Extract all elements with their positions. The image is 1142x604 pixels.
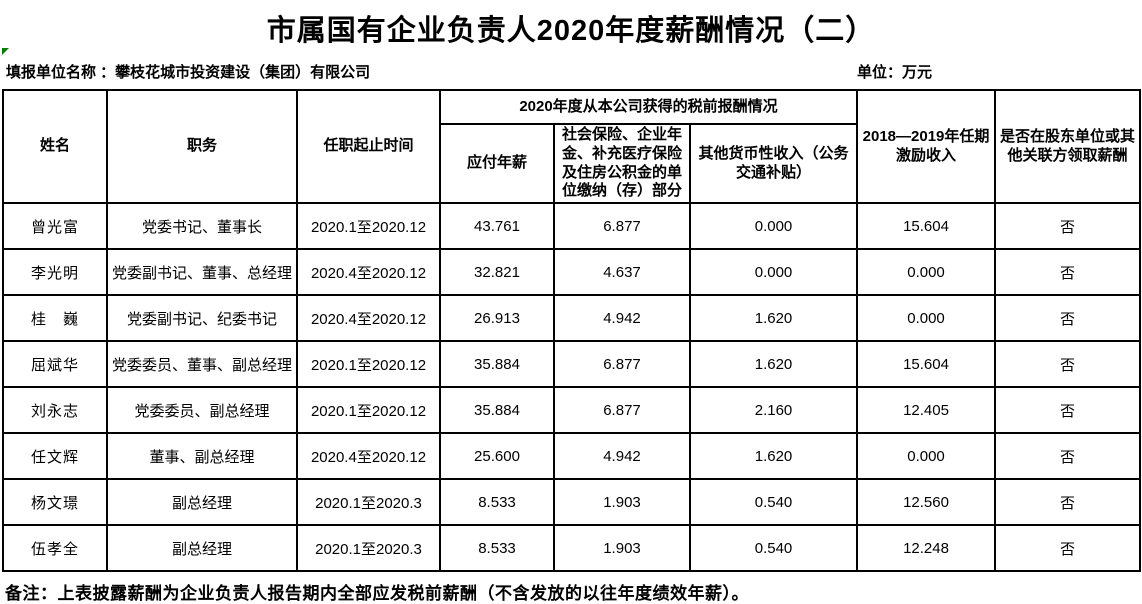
cell-other-party-pay: 否 [994,524,1142,572]
cell-social-insurance: 6.877 [553,340,691,388]
col-header-position: 职务 [106,89,298,204]
col-header-name: 姓名 [2,89,108,204]
salary-table: 姓名 职务 任职起止时间 2020年度从本公司获得的税前报酬情况 2018—20… [2,89,1142,572]
cell-position: 党委委员、副总经理 [106,386,298,434]
cell-term: 2020.1至2020.12 [296,386,441,434]
cell-other-party-pay: 否 [994,248,1142,296]
cell-flag-icon [2,48,9,55]
cell-incentive: 15.604 [856,340,997,388]
cell-social-insurance: 1.903 [553,478,691,526]
cell-term: 2020.1至2020.12 [296,202,441,250]
cell-incentive: 0.000 [856,294,997,342]
cell-payable-salary: 8.533 [439,478,555,526]
cell-incentive: 15.604 [856,202,997,250]
info-row: 填报单位名称 ：攀枝花城市投资建设（集团）有限公司 单位：万元 [6,61,1142,82]
cell-other-cash: 2.160 [688,386,859,434]
table-row: 伍孝全 副总经理 2020.1至2020.3 8.533 1.903 0.540… [2,524,1142,572]
cell-incentive: 12.248 [856,524,997,572]
cell-term: 2020.4至2020.12 [296,248,441,296]
cell-name: 任文辉 [2,432,108,480]
cell-other-party-pay: 否 [994,478,1142,526]
table-row: 刘永志 党委委员、副总经理 2020.1至2020.12 35.884 6.87… [2,386,1142,434]
cell-other-cash: 1.620 [688,340,859,388]
cell-name: 曾光富 [2,202,108,250]
cell-social-insurance: 6.877 [553,386,691,434]
cell-other-party-pay: 否 [994,432,1142,480]
cell-other-cash: 1.620 [688,294,859,342]
cell-incentive: 0.000 [856,248,997,296]
cell-term: 2020.1至2020.3 [296,524,441,572]
cell-payable-salary: 32.821 [439,248,555,296]
cell-payable-salary: 35.884 [439,386,555,434]
cell-position: 党委书记、董事长 [106,202,298,250]
cell-position: 副总经理 [106,524,298,572]
cell-position: 董事、副总经理 [106,432,298,480]
cell-payable-salary: 26.913 [439,294,555,342]
cell-name: 刘永志 [2,386,108,434]
cell-other-cash: 0.000 [688,248,859,296]
cell-payable-salary: 35.884 [439,340,555,388]
cell-other-party-pay: 否 [994,202,1142,250]
cell-other-cash: 0.540 [688,478,859,526]
cell-name: 杨文璟 [2,478,108,526]
table-row: 李光明 党委副书记、董事、总经理 2020.4至2020.12 32.821 4… [2,248,1142,296]
col-header-term: 任职起止时间 [296,89,441,204]
cell-other-cash: 0.540 [688,524,859,572]
cell-position: 副总经理 [106,478,298,526]
table-row: 杨文璟 副总经理 2020.1至2020.3 8.533 1.903 0.540… [2,478,1142,526]
cell-other-party-pay: 否 [994,294,1142,342]
cell-position: 党委副书记、纪委书记 [106,294,298,342]
cell-social-insurance: 4.942 [553,432,691,480]
cell-social-insurance: 4.942 [553,294,691,342]
cell-term: 2020.1至2020.3 [296,478,441,526]
cell-position: 党委委员、董事、副总经理 [106,340,298,388]
cell-name: 屈斌华 [2,340,108,388]
cell-name: 李光明 [2,248,108,296]
cell-term: 2020.4至2020.12 [296,432,441,480]
cell-incentive: 12.560 [856,478,997,526]
cell-other-cash: 0.000 [688,202,859,250]
cell-other-party-pay: 否 [994,340,1142,388]
table-row: 曾光富 党委书记、董事长 2020.1至2020.12 43.761 6.877… [2,202,1142,250]
col-header-other-cash: 其他货币性收入（公务交通补贴） [688,123,859,204]
cell-social-insurance: 6.877 [553,202,691,250]
table-row: 任文辉 董事、副总经理 2020.4至2020.12 25.600 4.942 … [2,432,1142,480]
page-title: 市属国有企业负责人2020年度薪酬情况（二） [266,15,876,47]
cell-name: 桂 巍 [2,294,108,342]
cell-other-party-pay: 否 [994,386,1142,434]
table-row: 桂 巍 党委副书记、纪委书记 2020.4至2020.12 26.913 4.9… [2,294,1142,342]
cell-social-insurance: 4.637 [553,248,691,296]
filing-unit-label: 填报单位名称 ：攀枝花城市投资建设（集团）有限公司 [6,64,371,81]
cell-incentive: 0.000 [856,432,997,480]
cell-term: 2020.4至2020.12 [296,294,441,342]
col-header-other-party-pay: 是否在股东单位或其他关联方领取薪酬 [994,89,1142,204]
cell-other-cash: 1.620 [688,432,859,480]
cell-term: 2020.1至2020.12 [296,340,441,388]
cell-incentive: 12.405 [856,386,997,434]
col-header-social-insurance: 社会保险、企业年金、补充医疗保险及住房公积金的单位缴纳（存）部分 [553,123,691,204]
unit-label: 单位：万元 [856,64,932,81]
table-row: 屈斌华 党委委员、董事、副总经理 2020.1至2020.12 35.884 6… [2,340,1142,388]
col-header-payable-salary: 应付年薪 [439,123,555,204]
col-header-pretax-group: 2020年度从本公司获得的税前报酬情况 [438,89,859,125]
footnote: 备注：上表披露薪酬为企业负责人报告期内全部应发税前薪酬（不含发放的以往年度绩效年… [5,584,749,603]
cell-payable-salary: 25.600 [439,432,555,480]
cell-name: 伍孝全 [2,524,108,572]
cell-position: 党委副书记、董事、总经理 [106,248,298,296]
cell-payable-salary: 8.533 [439,524,555,572]
col-header-incentive: 2018—2019年任期激励收入 [856,89,997,204]
cell-payable-salary: 43.761 [439,202,555,250]
cell-social-insurance: 1.903 [553,524,691,572]
